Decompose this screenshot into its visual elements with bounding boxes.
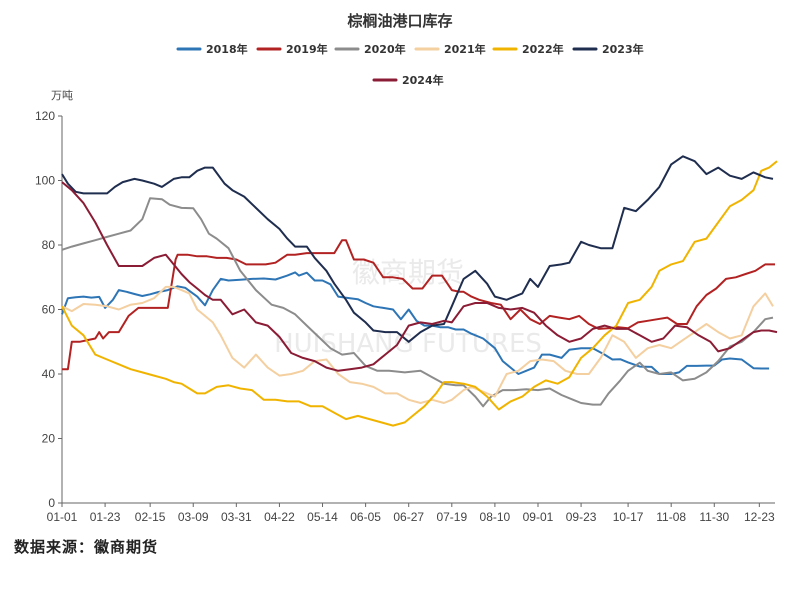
y-tick-label: 40	[42, 367, 56, 381]
x-tick-label: 01-23	[90, 510, 121, 524]
legend-label: 2019年	[286, 42, 328, 56]
legend-label: 2023年	[602, 42, 644, 56]
x-tick-label: 10-17	[613, 510, 644, 524]
x-tick-label: 03-31	[221, 510, 252, 524]
x-tick-label: 11-08	[656, 510, 686, 524]
y-tick-label: 80	[42, 238, 56, 252]
series-line-2019年	[62, 239, 775, 371]
legend-label: 2020年	[364, 42, 406, 56]
x-tick-label: 09-23	[566, 510, 597, 524]
x-tick-label: 01-01	[47, 510, 78, 524]
x-tick-label: 09-01	[523, 510, 554, 524]
x-tick-label: 06-27	[393, 510, 424, 524]
x-tick-label: 05-14	[307, 510, 338, 524]
y-axis-unit: 万吨	[51, 89, 73, 102]
legend-label: 2021年	[444, 42, 486, 56]
y-tick-label: 100	[35, 174, 55, 188]
x-tick-label: 08-10	[480, 510, 511, 524]
series-line-2020年	[61, 197, 774, 408]
legend-label: 2018年	[206, 42, 248, 56]
x-tick-label: 11-30	[699, 510, 729, 524]
x-tick-label: 07-19	[436, 510, 467, 524]
x-tick-label: 06-05	[350, 510, 381, 524]
y-tick-label: 20	[42, 432, 56, 446]
y-tick-label: 60	[42, 303, 56, 317]
series-line-2023年	[61, 155, 774, 343]
series-line-2018年	[61, 271, 770, 375]
series-line-2022年	[61, 160, 778, 427]
series-line-2021年	[61, 285, 774, 404]
series-line-2024年	[61, 181, 778, 372]
y-tick-label: 0	[48, 496, 55, 510]
legend: 2018年 2019年 2020年 2021年 2022年 2023年 2024年	[176, 42, 644, 87]
source-note: 数据来源：徽商期货	[14, 538, 159, 556]
chart-title: 棕榈油港口库存	[347, 12, 453, 30]
x-tick-label: 02-15	[135, 510, 166, 524]
x-tick-label: 04-22	[264, 510, 295, 524]
legend-label: 2024年	[402, 73, 444, 87]
legend-label: 2022年	[522, 42, 564, 56]
x-tick-label: 03-09	[178, 510, 209, 524]
x-tick-label: 12-23	[744, 510, 775, 524]
y-tick-label: 120	[35, 109, 55, 123]
